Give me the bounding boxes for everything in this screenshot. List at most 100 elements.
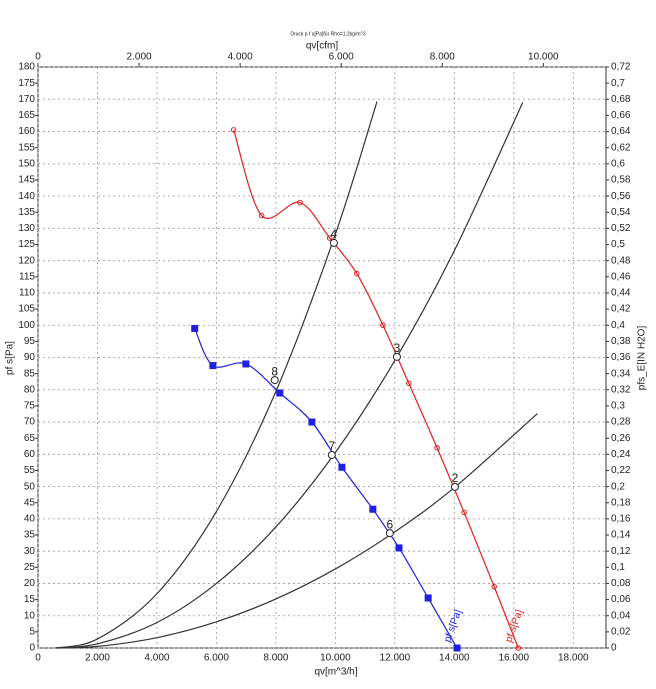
- y-tick-label: 130: [18, 223, 35, 234]
- y-axis-label: pf s[Pa]: [5, 341, 16, 375]
- y-tick-label: 180: [18, 62, 35, 73]
- operating-point: [327, 450, 336, 459]
- operating-point-label: 3: [394, 341, 401, 355]
- point: [406, 380, 412, 387]
- point: [326, 235, 333, 241]
- series-line: [233, 129, 519, 649]
- y2-tick-label: 0,3: [611, 401, 625, 412]
- y2-tick-label: 0,6: [611, 158, 625, 169]
- series-label: pf s[Pa]: [503, 608, 525, 644]
- y-tick-label: 75: [24, 401, 36, 412]
- point: [242, 360, 250, 368]
- operating-point-label: 4: [331, 227, 338, 241]
- y-tick-label: 145: [18, 175, 35, 186]
- y-tick-label: 165: [18, 110, 35, 121]
- operating-point: [385, 529, 394, 538]
- y2-tick-label: 0,34: [611, 368, 631, 379]
- operating-point: [329, 238, 338, 247]
- point: [297, 199, 303, 206]
- y2-tick-label: 0,02: [611, 627, 631, 638]
- y2-tick-label: 0,72: [611, 62, 631, 73]
- y-tick-label: 20: [24, 578, 36, 589]
- point: [258, 212, 265, 219]
- y-tick-label: 100: [18, 320, 35, 331]
- y-tick-label: 35: [24, 530, 36, 541]
- y2-tick-label: 0,44: [611, 288, 631, 299]
- y-tick-label: 150: [18, 158, 35, 169]
- x2-tick-label: 6.000: [329, 52, 354, 63]
- y-tick-label: 95: [24, 336, 36, 347]
- y-tick-label: 140: [18, 191, 35, 202]
- y-tick-label: 50: [24, 481, 36, 492]
- x-tick-label: 4.000: [144, 653, 169, 664]
- y2-tick-label: 0,24: [611, 449, 631, 460]
- point: [353, 270, 360, 277]
- y-tick-label: 65: [24, 433, 36, 444]
- y-tick-label: 55: [24, 465, 36, 476]
- chart-title: Druck p f a[Pa]für Rho=1,2kg/m^3: [290, 31, 366, 37]
- system-curve: [55, 102, 524, 649]
- y2-tick-label: 0,26: [611, 433, 631, 444]
- y2-tick-label: 0,68: [611, 94, 631, 105]
- y-tick-label: 110: [19, 288, 35, 299]
- operating-point-label: 7: [328, 439, 335, 453]
- point: [191, 324, 199, 332]
- y2-tick-label: 0,12: [611, 546, 631, 557]
- y-tick-label: 85: [24, 368, 36, 379]
- point: [369, 505, 377, 513]
- y2-axis-label: pfs_E[IN H2O]: [637, 326, 648, 391]
- y2-tick-label: 0,18: [611, 497, 631, 508]
- y-tick-label: 170: [18, 94, 35, 105]
- y-tick-label: 80: [24, 384, 36, 395]
- y2-tick-label: 0,7: [611, 78, 625, 89]
- point: [461, 509, 467, 516]
- operating-point: [392, 352, 401, 361]
- y-tick-label: 60: [24, 449, 36, 460]
- y2-tick-label: 0,62: [611, 142, 631, 153]
- y-tick-label: 125: [18, 239, 35, 250]
- x2-tick-label: 10.000: [528, 52, 559, 63]
- y2-tick-label: 0,5: [611, 239, 625, 250]
- y2-tick-label: 0,54: [611, 207, 631, 218]
- x-tick-label: 14.000: [439, 653, 470, 664]
- point: [395, 544, 403, 552]
- y2-tick-label: 0,48: [611, 255, 631, 266]
- x-tick-label: 12.000: [380, 653, 411, 664]
- x-tick-label: 16.000: [499, 653, 530, 664]
- y2-tick-label: 0,52: [611, 223, 631, 234]
- y2-tick-label: 0,14: [611, 530, 631, 541]
- x-tick-label: 6.000: [204, 653, 229, 664]
- y2-tick-label: 0,06: [611, 594, 631, 605]
- y-tick-label: 105: [18, 304, 35, 315]
- y-tick-label: 45: [24, 497, 36, 508]
- series-label: pf s[Pa]: [442, 608, 464, 644]
- y-tick-label: 115: [19, 271, 35, 282]
- y2-tick-label: 0: [611, 643, 617, 654]
- y2-tick-label: 0,46: [611, 271, 631, 282]
- y-tick-label: 70: [24, 417, 36, 428]
- point: [308, 418, 316, 426]
- y2-tick-label: 0,38: [611, 336, 631, 347]
- y-tick-label: 90: [24, 352, 36, 363]
- y-tick-label: 10: [24, 610, 36, 621]
- y2-tick-label: 0,56: [611, 191, 631, 202]
- x-tick-label: 10.000: [320, 653, 351, 664]
- x-tick-label: 2.000: [85, 653, 110, 664]
- y2-tick-label: 0,1: [611, 562, 625, 573]
- x-tick-label: 0: [35, 653, 41, 664]
- point: [209, 362, 217, 370]
- system-curve: [55, 413, 538, 649]
- point: [453, 644, 461, 652]
- point: [276, 389, 284, 397]
- y-tick-label: 155: [18, 142, 35, 153]
- y2-tick-label: 0,66: [611, 110, 631, 121]
- x2-tick-label: 2.000: [127, 52, 152, 63]
- y2-tick-label: 0,32: [611, 384, 631, 395]
- point: [338, 463, 346, 471]
- point: [515, 645, 522, 651]
- y2-tick-label: 0,42: [611, 304, 631, 315]
- y2-tick-label: 0,36: [611, 352, 631, 363]
- x2-tick-label: 4.000: [228, 52, 253, 63]
- y2-tick-label: 0,4: [611, 320, 625, 331]
